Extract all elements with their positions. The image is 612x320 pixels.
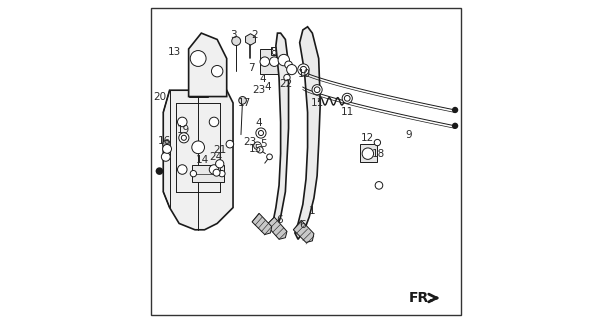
Circle shape [284,74,290,81]
Bar [271,47,279,55]
Circle shape [218,171,225,177]
Circle shape [155,167,163,175]
Circle shape [162,152,170,161]
Text: 10: 10 [298,69,311,79]
Circle shape [286,65,297,75]
Circle shape [342,93,353,103]
Bar [260,49,279,74]
Circle shape [285,61,293,69]
Circle shape [278,54,289,66]
Text: 12: 12 [360,133,374,143]
Text: 18: 18 [371,149,384,159]
Circle shape [212,66,223,77]
Circle shape [213,169,220,176]
Circle shape [374,140,381,146]
Text: 4: 4 [264,82,271,92]
Bar [192,165,223,182]
Polygon shape [293,220,314,243]
Text: 20: 20 [154,92,166,101]
Text: 13: 13 [168,47,181,57]
Text: 22: 22 [280,79,293,89]
Circle shape [209,117,218,127]
Polygon shape [163,90,233,230]
Text: 23: 23 [244,137,257,147]
Text: 24: 24 [209,152,223,163]
Circle shape [190,51,206,67]
Text: 23: 23 [252,85,266,95]
Circle shape [192,141,204,154]
Circle shape [209,165,218,174]
Polygon shape [188,33,226,97]
Circle shape [452,107,458,113]
Circle shape [177,165,187,174]
Text: 7: 7 [248,63,255,73]
Text: 14: 14 [196,155,209,165]
Circle shape [269,57,279,67]
Polygon shape [252,213,272,235]
Circle shape [163,140,170,148]
Circle shape [258,131,264,136]
Circle shape [181,135,187,140]
Circle shape [190,171,196,177]
Bar [360,144,378,162]
Circle shape [375,181,382,189]
Text: 19: 19 [177,125,190,135]
Polygon shape [295,27,320,239]
Circle shape [362,148,373,159]
Circle shape [215,160,224,168]
Text: 2: 2 [251,30,258,40]
Circle shape [298,64,309,75]
Polygon shape [245,34,255,45]
Circle shape [163,144,171,153]
Circle shape [260,57,269,67]
Circle shape [179,133,189,143]
Circle shape [177,117,187,127]
Circle shape [314,87,320,92]
Text: 16: 16 [159,136,171,146]
Text: FR.: FR. [409,291,435,305]
Circle shape [253,142,261,149]
Circle shape [226,140,234,148]
Text: 3: 3 [230,30,237,40]
Text: 5: 5 [261,139,267,149]
Circle shape [267,154,272,160]
Circle shape [256,128,266,138]
Text: 1: 1 [308,206,315,216]
Text: 11: 11 [341,108,354,117]
Text: 4: 4 [256,117,262,128]
Text: 15: 15 [248,144,261,154]
Circle shape [300,67,307,73]
Text: 9: 9 [406,130,412,140]
Text: 8: 8 [271,47,277,57]
Text: 6: 6 [299,220,306,230]
Text: 11: 11 [311,98,324,108]
Circle shape [239,97,247,104]
Text: 6: 6 [277,215,283,225]
Text: 21: 21 [213,146,226,156]
Circle shape [312,84,322,95]
Circle shape [257,147,263,153]
Circle shape [345,95,350,101]
Polygon shape [266,217,287,239]
Polygon shape [273,33,288,230]
Circle shape [452,123,458,129]
Text: 17: 17 [238,98,252,108]
Circle shape [232,36,241,45]
Text: 4: 4 [259,74,266,84]
